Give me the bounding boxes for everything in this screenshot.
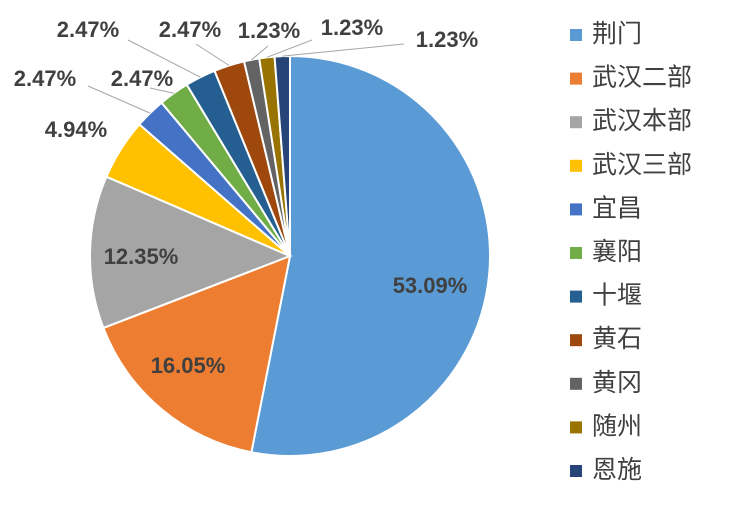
- leader-line-7: [195, 43, 230, 66]
- legend-swatch-7: [570, 334, 582, 347]
- legend-swatch-6: [570, 290, 582, 303]
- data-labels: 53.09% 16.05% 12.35% 4.94% 2.47% 2.47% 2.47% 2.…: [14, 15, 478, 378]
- data-label-2: 12.35%: [104, 244, 179, 269]
- legend-label-8: 黄冈: [592, 368, 642, 397]
- data-label-4: 2.47%: [14, 66, 76, 91]
- data-label-6: 2.47%: [57, 17, 119, 42]
- leader-line-10: [282, 43, 405, 57]
- data-label-1: 16.05%: [151, 353, 226, 378]
- data-label-3: 4.94%: [45, 117, 107, 142]
- pie-slice-2: [89, 175, 293, 330]
- leader-line-4: [87, 85, 151, 114]
- legend-label-1: 武汉二部: [592, 63, 692, 92]
- legend-swatch-4: [570, 203, 582, 216]
- pie-slices: [89, 54, 491, 457]
- pie-slice-1: [102, 254, 292, 454]
- data-label-5: 2.47%: [111, 66, 173, 91]
- legend-swatch-8: [570, 377, 582, 390]
- leader-line-8: [251, 45, 269, 61]
- data-label-10: 1.23%: [416, 27, 478, 52]
- legend-swatch-1: [570, 72, 582, 85]
- data-label-9: 1.23%: [321, 15, 383, 40]
- leader-line-5: [149, 87, 174, 94]
- leader-lines: [87, 39, 405, 114]
- data-label-7: 2.47%: [159, 17, 221, 42]
- legend-label-3: 武汉三部: [592, 150, 692, 179]
- legend-label-4: 宜昌: [592, 193, 642, 222]
- legend-label-5: 襄阳: [592, 237, 642, 266]
- legend-swatch-9: [570, 421, 582, 434]
- legend-label-7: 黄石: [592, 324, 642, 353]
- legend-swatch-5: [570, 247, 582, 259]
- legend-swatch-10: [570, 465, 582, 477]
- legend-swatch-0: [570, 29, 582, 41]
- legend-swatch-2: [570, 116, 582, 129]
- leader-line-9: [266, 39, 313, 58]
- leader-line-6: [127, 39, 201, 78]
- data-label-8: 1.23%: [238, 18, 300, 43]
- data-label-0: 53.09%: [393, 273, 468, 298]
- legend-label-0: 荆门: [592, 19, 642, 48]
- legend-swatch-3: [570, 159, 582, 172]
- legend-label-10: 恩施: [592, 455, 642, 484]
- legend-label-2: 武汉本部: [592, 106, 692, 135]
- pie-slice-0: [250, 54, 491, 457]
- legend-label-9: 随州: [592, 411, 642, 440]
- legend-label-6: 十堰: [592, 281, 642, 310]
